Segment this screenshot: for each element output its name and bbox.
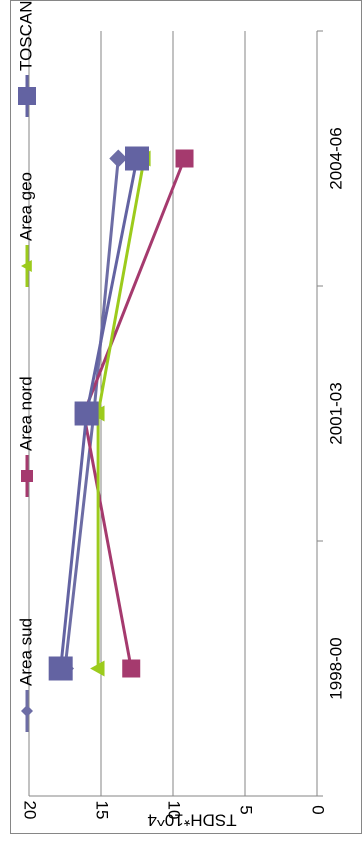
data-point bbox=[122, 659, 141, 678]
category-tick-label: 2001-03 bbox=[326, 382, 345, 444]
legend-entry: TOSCANA bbox=[16, 1, 36, 117]
y-axis-label: TSDH*10^4 bbox=[147, 811, 236, 830]
chart-frame: 0 5 10 15 20 1998-00 2001-03 2004-06 Area sud Ar… bbox=[10, 0, 362, 834]
y-axis-label-group: TSDH*10^4 bbox=[147, 811, 236, 830]
gridlines bbox=[28, 31, 246, 796]
data-point bbox=[175, 149, 194, 168]
data-point bbox=[90, 660, 105, 677]
data-point bbox=[109, 149, 128, 168]
legend-swatch-marker bbox=[21, 260, 32, 272]
series-toscana bbox=[48, 146, 149, 681]
legend-label: Area nord bbox=[16, 376, 35, 451]
category-tick-label: 2004-06 bbox=[326, 127, 345, 189]
value-tick-label: 0 bbox=[309, 805, 328, 814]
legend-swatch-marker bbox=[21, 705, 33, 717]
data-point bbox=[125, 146, 149, 171]
series-layer bbox=[48, 146, 194, 681]
value-tick-label: 10 bbox=[165, 801, 184, 820]
series-area-geo bbox=[90, 150, 151, 677]
legend-label: Area geo bbox=[16, 172, 35, 241]
legend-swatch-marker bbox=[18, 87, 36, 105]
legend-entry: Area sud bbox=[16, 618, 35, 732]
value-tick-label: 15 bbox=[93, 801, 112, 820]
axes: 0 5 10 15 20 1998-00 2001-03 2004-06 bbox=[21, 30, 345, 820]
data-point bbox=[74, 401, 99, 426]
value-tick-label: 5 bbox=[237, 805, 256, 814]
legend-label: TOSCANA bbox=[16, 1, 35, 71]
legend-label: Area sud bbox=[16, 618, 35, 686]
legend-swatch-marker bbox=[21, 470, 33, 482]
legend-entry: Area geo bbox=[16, 172, 35, 287]
value-tick-label: 20 bbox=[21, 801, 40, 820]
legend: Area sud Area nord Area geo TOSCANA bbox=[16, 1, 36, 732]
category-tick-label: 1998-00 bbox=[326, 637, 345, 699]
data-point bbox=[48, 656, 73, 681]
legend-entry: Area nord bbox=[16, 376, 35, 497]
